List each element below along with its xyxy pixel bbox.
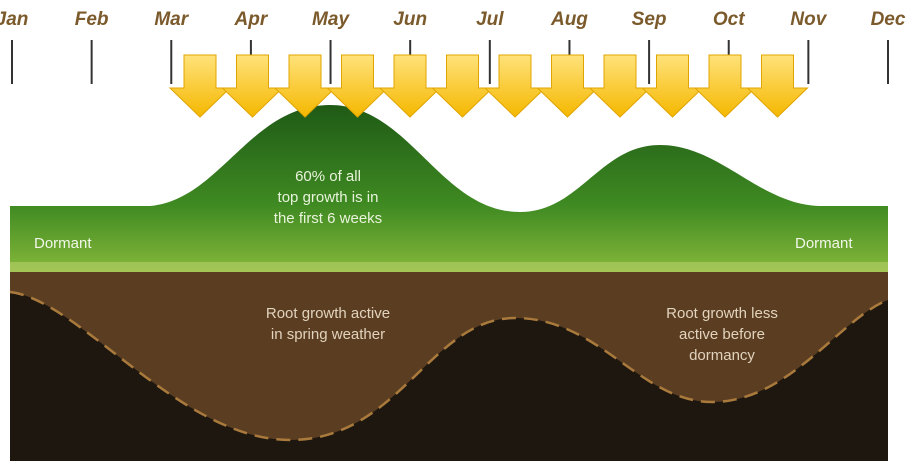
root-note: in spring weather (271, 326, 385, 343)
arrow (380, 55, 440, 117)
month-label: Oct (713, 9, 745, 30)
root-note: Root growth less (666, 305, 778, 322)
month-label: Jan (0, 9, 28, 30)
arrow (590, 55, 650, 117)
growth-note: the first 6 weeks (274, 210, 382, 227)
page: {"months": ["Jan", "Feb", "Mar", "Apr", … (0, 0, 911, 461)
arrow (433, 55, 493, 117)
month-label: Nov (790, 9, 827, 30)
arrow (485, 55, 545, 117)
grass (10, 105, 888, 272)
root-note: Root growth active (266, 305, 390, 322)
month-label: Sep (632, 9, 667, 30)
arrow (170, 55, 230, 117)
root-note: active before (679, 326, 765, 343)
month-label: Aug (550, 9, 588, 30)
month-label: Apr (234, 9, 269, 30)
month-label: Feb (75, 9, 109, 30)
month-label: Jun (393, 9, 427, 30)
growth-note: top growth is in (278, 189, 379, 206)
sun-arrows (170, 55, 808, 117)
month-label: May (312, 9, 350, 30)
arrow (538, 55, 598, 117)
dormant-label: Dormant (34, 235, 92, 252)
growth-diagram: Jan Feb Mar Apr May Jun Jul Aug Sep Oct Nov Dec Dor… (0, 0, 911, 461)
month-label: Mar (154, 9, 189, 30)
month-label: Dec (871, 9, 906, 30)
arrow (695, 55, 755, 117)
month-label: Jul (476, 9, 504, 30)
grass-base (10, 262, 888, 272)
growth-note: 60% of all (295, 168, 361, 185)
arrow (223, 55, 283, 117)
dormant-label: Dormant (795, 235, 853, 252)
root-note: dormancy (689, 347, 755, 364)
arrow (748, 55, 808, 117)
arrow (643, 55, 703, 117)
